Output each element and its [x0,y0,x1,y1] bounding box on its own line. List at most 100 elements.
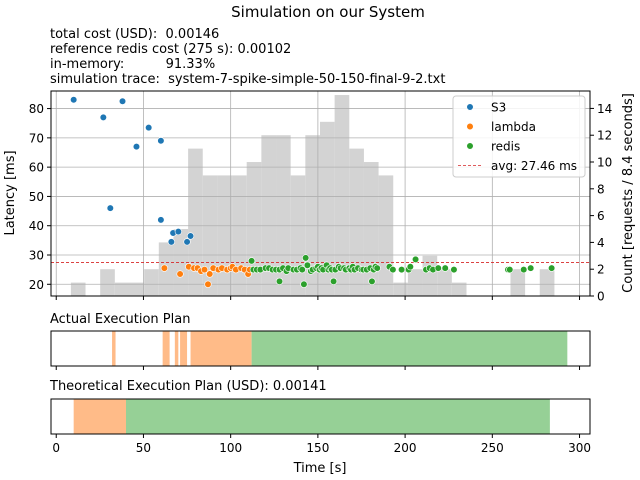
legend-marker-lambda [466,122,474,131]
point-redis [389,266,397,274]
legend-marker-s3 [466,103,474,111]
x-tick-label: 0 [52,441,60,455]
info-total-cost: total cost (USD): 0.00146 [50,27,219,42]
figure-title: Simulation on our System [231,3,425,21]
plan-segment-redis [251,331,568,366]
legend-label: redis [491,140,520,154]
point-redis [434,264,442,272]
theoretical-plan-plot: 0 50 100 150 200 250 300 [50,398,591,455]
plan-frame [50,398,591,435]
point-s3 [118,97,127,105]
point-redis [527,264,535,272]
point-s3 [157,137,165,145]
point-s3 [132,143,141,151]
point-s3 [106,204,114,212]
point-s3 [174,227,182,236]
info-simulation-trace: simulation trace: system-7-spike-simple-… [50,72,445,87]
histogram-bar [217,175,233,296]
point-redis [506,266,514,274]
point-s3 [99,113,107,121]
histogram-bar [70,282,86,296]
point-redis [298,266,306,274]
x-tick-label: 100 [219,441,242,455]
histogram-bar [129,282,145,296]
plot-frame [50,90,591,297]
legend-label: S3 [491,101,506,115]
y2-tick-label: 4 [597,236,605,250]
info-in-memory: in-memory: 91.33% [50,57,215,72]
plan-segment-lambda [180,331,188,366]
histogram-bar [451,282,467,296]
histogram-bar [437,269,452,296]
histogram-bar [407,269,423,296]
plan-frame [50,330,591,367]
histogram-bar [422,255,438,296]
histogram-bar [510,269,526,296]
legend-marker-redis [466,142,474,150]
histogram-bar [144,269,159,296]
point-lambda [200,266,209,274]
plan-segment-lambda [112,331,116,366]
theoretical-plan-title: Theoretical Execution Plan (USD): 0.0014… [49,379,327,394]
histogram-bar [319,121,335,296]
point-redis [300,280,308,288]
scatter-points [70,96,556,288]
plan-segment-lambda [174,331,179,366]
y-tick-label: 40 [29,219,44,233]
y-tick-label: 60 [29,161,44,175]
histogram-bar [290,175,306,296]
y-tick-label: 20 [29,278,44,292]
y2-tick-label: 6 [597,209,605,223]
legend-label: avg: 27.46 ms [491,159,577,173]
point-redis [520,266,528,274]
y-tick-label: 50 [29,190,44,204]
point-lambda [176,270,184,278]
y2-tick-label: 8 [597,182,605,196]
histogram-bar [539,269,555,296]
point-redis [303,261,312,269]
x-tick-label: 250 [481,441,504,455]
point-redis [441,264,449,272]
xlabel: Time [s] [293,461,347,476]
histogram-bar [349,148,364,296]
plan-segment-lambda [162,331,170,366]
histogram-bar [334,95,350,296]
point-s3 [145,124,153,132]
point-redis [398,266,406,274]
y2label: Count [requests / 8.4 seconds] [621,93,636,293]
point-lambda [206,270,214,278]
histogram-bar [363,162,379,296]
point-s3 [157,216,165,224]
histogram-bar [378,175,394,296]
y2-tick-label: 2 [597,263,605,277]
histogram-bar [188,148,203,296]
y-tick-label: 80 [29,102,44,116]
plan-segment-redis [126,399,550,434]
point-s3 [167,238,175,246]
info-reference-cost: reference redis cost (275 s): 0.00102 [50,42,291,57]
histogram-bar [276,135,291,296]
histogram-bar [202,175,218,296]
point-lambda [204,280,212,288]
point-redis [411,255,420,263]
y2-tick-label: 0 [597,290,605,304]
point-redis [406,263,414,271]
point-redis [368,277,376,285]
x-tick-label: 150 [306,441,329,455]
histogram [70,95,555,296]
histogram-bar [114,282,130,296]
ylabel: Latency [ms] [3,150,18,235]
point-redis [373,264,381,272]
x-tick-label: 50 [136,441,151,455]
histogram-bar [173,229,189,296]
y2-tick-label: 10 [597,156,612,170]
legend-label: lambda [491,120,536,134]
latency-plot: 20 30 40 50 60 70 80 0 2 4 6 8 10 12 14 [29,90,612,304]
point-redis [548,264,556,272]
point-redis [275,277,284,285]
plan-segment-lambda [73,399,127,434]
histogram-bar [261,135,277,296]
point-redis [302,254,310,262]
point-redis [329,277,338,285]
